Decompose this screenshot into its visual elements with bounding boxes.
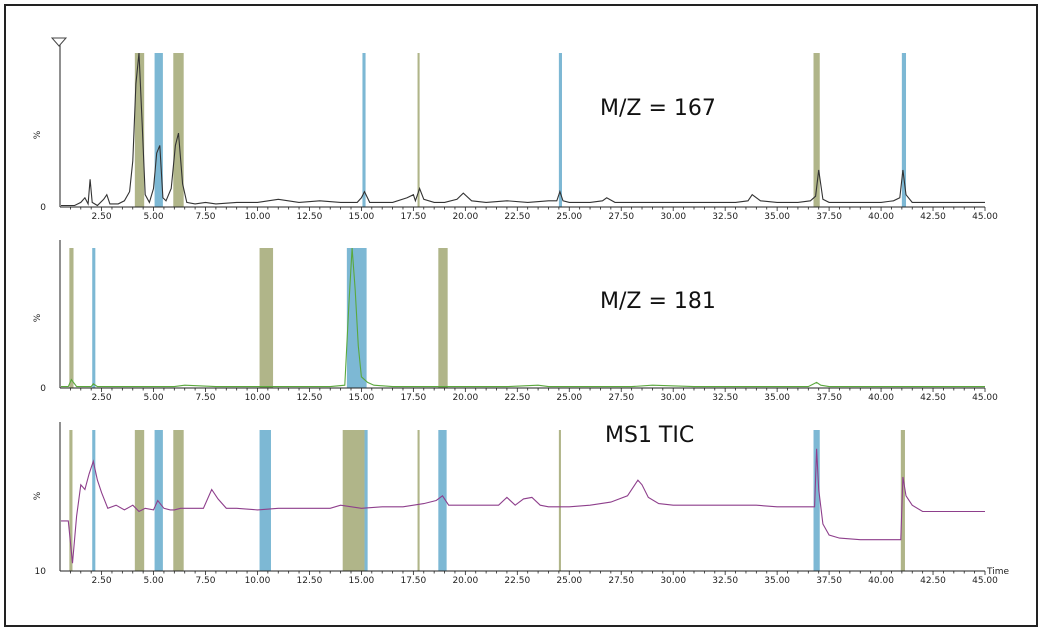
panel1-x-tick-label: 40.00 [868,212,894,222]
panel3-x-tick-label: 45.00 [972,576,998,586]
panel3-x-tick-label: 30.00 [660,576,686,586]
panel1-title: M/Z = 167 [600,96,716,121]
panel2-x-tick-label: 42.50 [920,393,946,403]
panel3-x-tick-label: 20.00 [452,576,478,586]
panel2-x-tick-label: 12.50 [297,393,323,403]
panel3-highlight-band [900,430,905,571]
panel3-highlight-band [364,430,368,571]
panel1-x-tick-label: 32.50 [712,212,738,222]
panel3-x-axis-label: Time [986,567,1009,577]
panel3-x-tick-label: 12.50 [297,576,323,586]
panel1-highlight-band [813,53,820,207]
panel1-x-tick-label: 2.50 [92,212,112,222]
panel3-highlight-band [259,430,271,571]
panel2-x-tick-label: 17.50 [400,393,426,403]
panel2-x-tick-label: 27.50 [608,393,634,403]
panel2-title: M/Z = 181 [600,289,716,314]
panel1-y-tick-label: 0 [40,203,46,213]
panel3-x-tick-label: 25.00 [556,576,582,586]
panel3-highlight-band [134,430,145,571]
panel2-x-tick-label: 35.00 [764,393,790,403]
panel3-x-tick-label: 17.50 [400,576,426,586]
panel3-x-tick-label: 42.50 [920,576,946,586]
panel2-x-tick-label: 22.50 [504,393,530,403]
panel1-highlight-band [901,53,907,207]
panel3-trace-line [61,448,985,564]
panel3-highlight-band [417,430,420,571]
panel3-x-tick-label: 5.00 [144,576,164,586]
panel3-x-tick-label: 2.50 [92,576,112,586]
panel2-y-axis-label: % [33,313,43,322]
panel1-x-tick-label: 45.00 [972,212,998,222]
panel3-x-tick-label: 37.50 [816,576,842,586]
panel1-highlight-band [173,53,184,207]
panel2-highlight-band [259,248,274,388]
panel3-highlight-band [558,430,561,571]
panel1-x-tick-label: 15.00 [349,212,375,222]
panel1-x-tick-label: 7.50 [195,212,215,222]
panel1-highlight-band [154,53,163,207]
panel3-highlight-band [173,430,184,571]
panel3-highlight-band [154,430,163,571]
panel1-trace-line [61,52,985,207]
panel3-x-tick-label: 10.00 [245,576,271,586]
panel2-x-tick-label: 40.00 [868,393,894,403]
panel3-highlight-band [438,430,447,571]
panel1-x-tick-label: 30.00 [660,212,686,222]
panel2-highlight-band [69,248,74,388]
panel2-x-tick-label: 32.50 [712,393,738,403]
panel3-y-axis-label: % [33,491,43,500]
panel2-x-tick-label: 37.50 [816,393,842,403]
panel3-highlight-band [813,430,820,571]
panel1-highlight-band [558,53,562,207]
panel2-x-tick-label: 20.00 [452,393,478,403]
panel3-y-tick-label: 10 [35,567,47,577]
panel1-x-tick-label: 5.00 [144,212,164,222]
panel1-x-tick-label: 20.00 [452,212,478,222]
panel2-x-tick-label: 10.00 [245,393,271,403]
panel3-x-tick-label: 32.50 [712,576,738,586]
panel1-highlight-band [362,53,366,207]
panel3-x-tick-label: 40.00 [868,576,894,586]
top-axis-marker [50,37,68,47]
panel2-highlight-band [438,248,448,388]
panel2-x-tick-label: 2.50 [92,393,112,403]
panel2-trace-line [61,247,985,388]
panel1-x-tick-label: 35.00 [764,212,790,222]
panel3-highlight-band [69,430,73,571]
panel3-highlight-band [92,430,96,571]
panel1-x-tick-label: 12.50 [297,212,323,222]
panel1-x-tick-label: 42.50 [920,212,946,222]
panel2-x-tick-label: 45.00 [972,393,998,403]
panel3-title: MS1 TIC [605,423,694,448]
panel3-x-tick-label: 27.50 [608,576,634,586]
panel3-x-tick-label: 15.00 [349,576,375,586]
panel2-highlight-band [92,248,96,388]
panel1-x-tick-label: 17.50 [400,212,426,222]
panel1-x-tick-label: 10.00 [245,212,271,222]
panel3-x-tick-label: 22.50 [504,576,530,586]
panel1-highlight-band [134,53,145,207]
panel3-x-tick-label: 35.00 [764,576,790,586]
panel2-x-tick-label: 15.00 [349,393,375,403]
panel2-x-tick-label: 5.00 [144,393,164,403]
panel3-highlight-band [342,430,365,571]
panel1-x-tick-label: 25.00 [556,212,582,222]
panel2-x-tick-label: 25.00 [556,393,582,403]
panel1-x-tick-label: 22.50 [504,212,530,222]
panel1-x-tick-label: 27.50 [608,212,634,222]
panel1-y-axis-label: % [33,130,43,139]
panel2-x-tick-label: 30.00 [660,393,686,403]
panel2-x-tick-label: 7.50 [195,393,215,403]
panel3-x-tick-label: 7.50 [195,576,215,586]
panel1-x-tick-label: 37.50 [816,212,842,222]
panel2-y-tick-label: 0 [40,384,46,394]
panel1-highlight-band [417,53,420,207]
